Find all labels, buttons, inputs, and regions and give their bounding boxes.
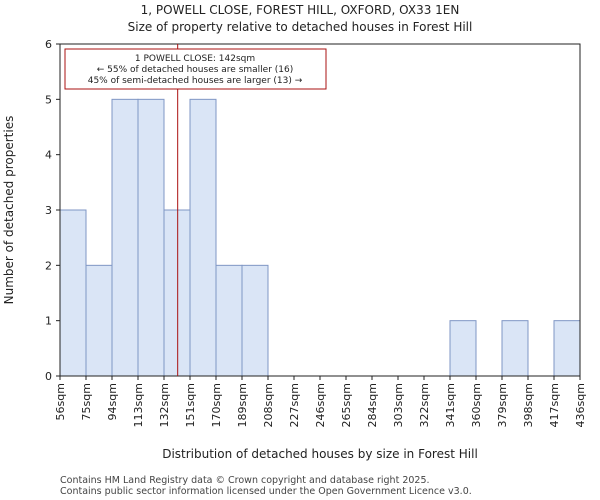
y-axis: 0 1 2 3 4 5 6 — [45, 38, 60, 383]
chart-subtitle: Size of property relative to detached ho… — [128, 20, 473, 34]
histogram-bar — [111, 98, 139, 377]
chart-title: 1, POWELL CLOSE, FOREST HILL, OXFORD, OX… — [141, 3, 460, 17]
x-tick-label: 75sqm — [80, 383, 93, 420]
y-tick-label: 2 — [45, 259, 52, 272]
annotation-line-1: 1 POWELL CLOSE: 142sqm — [135, 54, 255, 64]
x-tick-label: 284sqm — [366, 383, 379, 427]
x-tick-label: 246sqm — [314, 383, 327, 427]
histogram-bar — [215, 264, 243, 377]
x-tick-label: 436sqm — [574, 383, 587, 427]
x-tick-label: 113sqm — [132, 383, 145, 427]
x-tick-label: 360sqm — [470, 383, 483, 427]
annotation-line-3: 45% of semi-detached houses are larger (… — [88, 76, 303, 86]
x-tick-label: 341sqm — [444, 383, 457, 427]
x-tick-label: 208sqm — [262, 383, 275, 427]
histogram-bar — [189, 98, 217, 377]
y-tick-label: 0 — [45, 370, 52, 383]
plot-frame — [59, 43, 581, 377]
x-tick-label: 94sqm — [106, 383, 119, 420]
histogram-bar — [241, 264, 269, 377]
x-tick-label: 132sqm — [158, 383, 171, 427]
x-tick-label: 189sqm — [236, 383, 249, 427]
histogram-bar — [85, 264, 113, 377]
y-tick-label: 4 — [45, 149, 52, 162]
histogram-bar — [137, 98, 165, 377]
footer-line-2: Contains public sector information licen… — [60, 486, 472, 497]
histogram-bar — [449, 320, 477, 377]
annotation-box: 1 POWELL CLOSE: 142sqm ← 55% of detached… — [64, 48, 327, 90]
histogram-bar — [553, 320, 581, 377]
x-tick-label: 170sqm — [210, 383, 223, 427]
x-tick-label: 417sqm — [548, 383, 561, 427]
y-axis-label: Number of detached properties — [2, 116, 16, 305]
x-tick-label: 379sqm — [496, 383, 509, 427]
annotation-line-2: ← 55% of detached houses are smaller (16… — [97, 65, 294, 75]
x-tick-label: 303sqm — [392, 383, 405, 427]
x-tick-label: 151sqm — [184, 383, 197, 427]
histogram-bar — [59, 209, 87, 377]
y-tick-label: 5 — [45, 93, 52, 106]
x-tick-label: 398sqm — [522, 383, 535, 427]
x-tick-label: 227sqm — [288, 383, 301, 427]
y-tick-label: 6 — [45, 38, 52, 51]
y-tick-label: 1 — [45, 315, 52, 328]
x-axis-label: Distribution of detached houses by size … — [162, 447, 478, 461]
histogram-bar — [501, 320, 529, 377]
footer-line-1: Contains HM Land Registry data © Crown c… — [60, 475, 430, 486]
x-tick-label: 56sqm — [54, 383, 67, 420]
annotation-frame — [64, 48, 327, 90]
histogram-bar — [163, 209, 191, 377]
x-axis: 56sqm 75sqm 94sqm 113sqm 132sqm 151sqm 170sqm 1… — [54, 376, 587, 427]
y-tick-label: 3 — [45, 204, 52, 217]
bars-group — [59, 98, 581, 377]
x-tick-label: 265sqm — [340, 383, 353, 427]
x-tick-label: 322sqm — [418, 383, 431, 427]
